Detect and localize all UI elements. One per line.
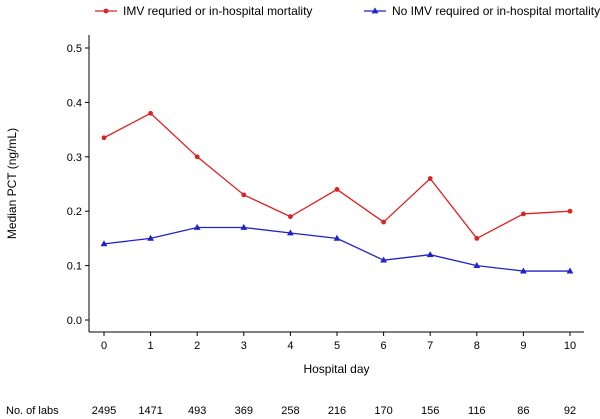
data-point (241, 192, 247, 198)
legend-swatch-marker (371, 7, 379, 14)
data-point (194, 154, 200, 160)
labs-count: 2495 (92, 405, 116, 417)
data-point (520, 267, 527, 274)
data-point (101, 135, 107, 141)
data-point (148, 110, 154, 116)
legend: IMV requried or in-hospital mortality No … (95, 4, 600, 18)
x-ticks: 0 1 2 3 4 5 6 7 8 9 10 (101, 332, 576, 352)
y-tick-label: 0.0 (67, 315, 82, 327)
data-point (567, 208, 573, 214)
x-tick-label: 5 (334, 340, 340, 352)
x-tick-label: 2 (194, 340, 200, 352)
legend-item-1: No IMV required or in-hospital mortality (364, 4, 600, 18)
labs-count: 92 (564, 405, 576, 417)
labs-count: 156 (421, 405, 439, 417)
labs-count: 1471 (138, 405, 162, 417)
x-tick-label: 0 (101, 340, 107, 352)
x-tick-label: 1 (148, 340, 154, 352)
x-tick-label: 6 (381, 340, 387, 352)
series-line (103, 112, 571, 240)
data-point (473, 262, 481, 268)
labs-count: 170 (374, 405, 392, 417)
data-point (381, 219, 386, 225)
legend-label: No IMV required or in-hospital mortality (392, 4, 600, 18)
legend-swatch-marker (103, 8, 109, 14)
data-point (240, 223, 248, 230)
y-ticks: 0.0 0.1 0.2 0.3 0.4 0.5 (67, 43, 89, 327)
x-axis-label: Hospital day (303, 362, 369, 376)
data-point (147, 234, 154, 241)
labs-count: 86 (517, 405, 529, 417)
labs-count: 258 (281, 405, 299, 417)
x-tick-label: 7 (427, 340, 433, 352)
data-point (333, 234, 341, 241)
y-tick-label: 0.5 (67, 43, 82, 55)
y-tick-label: 0.4 (67, 97, 82, 109)
y-tick-label: 0.3 (67, 152, 82, 164)
legend-label: IMV requried or in-hospital mortality (123, 4, 312, 18)
data-point (427, 176, 433, 181)
labs-counts-row: 2495 1471 493 369 258 216 170 156 116 86 92 (92, 405, 576, 417)
labs-count: 116 (468, 405, 486, 417)
data-point (334, 187, 340, 192)
data-point (426, 251, 434, 258)
labs-count: 216 (328, 405, 346, 417)
data-point (193, 223, 201, 230)
legend-item-0: IMV requried or in-hospital mortality (95, 4, 312, 18)
x-tick-label: 3 (241, 340, 247, 352)
series-0 (101, 110, 573, 241)
y-tick-label: 0.2 (67, 206, 82, 218)
x-tick-label: 10 (564, 340, 576, 352)
labs-count: 369 (235, 405, 253, 417)
data-point (380, 256, 387, 263)
series-1 (100, 223, 574, 274)
series-layer (100, 110, 574, 274)
data-point (566, 267, 574, 274)
axes (88, 35, 584, 333)
series-line (103, 226, 570, 272)
data-point (474, 236, 480, 241)
x-tick-label: 8 (474, 340, 480, 352)
labs-count: 493 (188, 405, 206, 417)
data-point (287, 229, 294, 236)
data-point (288, 214, 293, 220)
y-tick-label: 0.1 (67, 261, 82, 273)
data-point (521, 211, 526, 217)
y-axis-label: Median PCT (ng/mL) (5, 128, 19, 239)
labs-row-label: No. of labs (6, 405, 59, 417)
x-tick-label: 9 (520, 340, 526, 352)
x-tick-label: 4 (287, 340, 293, 352)
data-point (100, 240, 108, 247)
